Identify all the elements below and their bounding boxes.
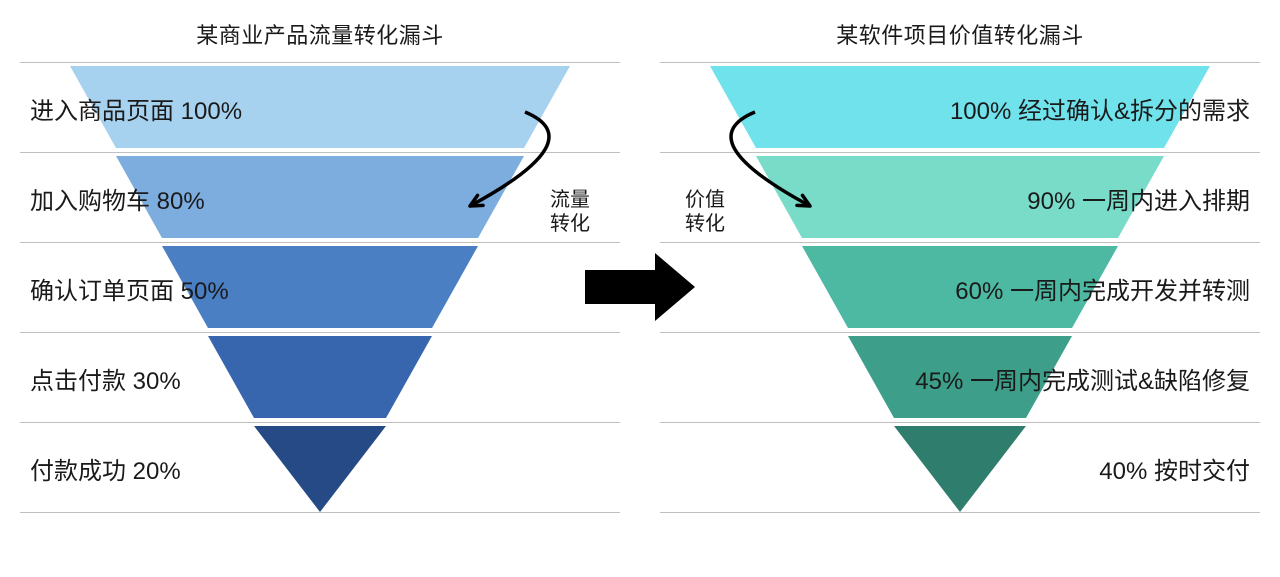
right-funnel-divider-1: [660, 152, 1260, 153]
left-funnel-divider-1: [20, 152, 620, 153]
left-funnel-divider-2: [20, 242, 620, 243]
left-funnel-label-0: 进入商品页面 100%: [30, 91, 242, 126]
right-funnel-band-4: [894, 426, 1026, 512]
left-funnel-divider-5: [20, 512, 620, 513]
left-funnel-divider-0: [20, 62, 620, 63]
left-funnel-label-4: 付款成功 20%: [30, 451, 181, 486]
right-funnel-divider-0: [660, 62, 1260, 63]
right-funnel-divider-2: [660, 242, 1260, 243]
right-funnel-label-0: 100% 经过确认&拆分的需求: [950, 91, 1250, 126]
right-funnel-divider-4: [660, 422, 1260, 423]
right-funnel-label-3: 45% 一周内完成测试&缺陷修复: [915, 361, 1250, 396]
right-funnel-label-2: 60% 一周内完成开发并转测: [955, 271, 1250, 306]
right-curve-label: 价值转化: [685, 188, 725, 236]
left-funnel-label-2: 确认订单页面 50%: [30, 271, 229, 306]
right-funnel-title: 某软件项目价值转化漏斗: [640, 18, 1280, 50]
left-curve-label: 流量转化: [550, 188, 590, 236]
right-funnel-divider-3: [660, 332, 1260, 333]
right-funnel-label-1: 90% 一周内进入排期: [1027, 181, 1250, 216]
left-funnel-label-1: 加入购物车 80%: [30, 181, 205, 216]
left-funnel-divider-4: [20, 422, 620, 423]
left-funnel-label-3: 点击付款 30%: [30, 361, 181, 396]
left-funnel-band-4: [254, 426, 386, 512]
left-funnel-band-3: [208, 336, 432, 418]
right-funnel-label-4: 40% 按时交付: [1099, 451, 1250, 486]
right-funnel-divider-5: [660, 512, 1260, 513]
left-funnel-divider-3: [20, 332, 620, 333]
left-funnel-title: 某商业产品流量转化漏斗: [0, 18, 640, 50]
